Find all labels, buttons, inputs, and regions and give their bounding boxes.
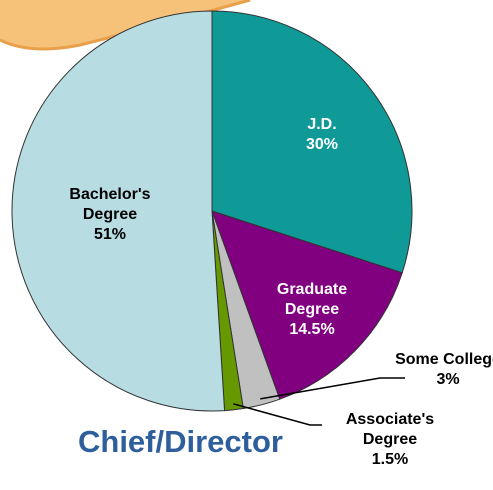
slice-label: Bachelor's Degree 51%: [55, 185, 165, 245]
slice-category: Some College: [395, 351, 493, 368]
slice-category: Graduate Degree: [276, 281, 348, 318]
slice-value: 30%: [305, 136, 339, 153]
slice-value: 3%: [436, 371, 460, 388]
pie-slice: [211, 10, 413, 274]
slice-category: Associate's Degree: [345, 411, 435, 448]
slice-value: 14.5%: [289, 321, 335, 338]
pie-slice: [11, 10, 226, 412]
slice-label: J.D. 30%: [267, 115, 377, 155]
slice-label: Some College 3%: [393, 350, 493, 390]
slice-value: 51%: [93, 226, 127, 243]
chart-title: Chief/Director: [78, 424, 283, 459]
slice-label: Associate's Degree 1.5%: [335, 410, 445, 470]
slice-category: Bachelor's Degree: [69, 186, 151, 223]
leader-line: [233, 403, 322, 426]
slice-value: 1.5%: [371, 451, 409, 468]
slice-category: J.D.: [307, 116, 337, 133]
slice-label: Graduate Degree 14.5%: [257, 280, 367, 340]
leader-line: [260, 377, 405, 400]
